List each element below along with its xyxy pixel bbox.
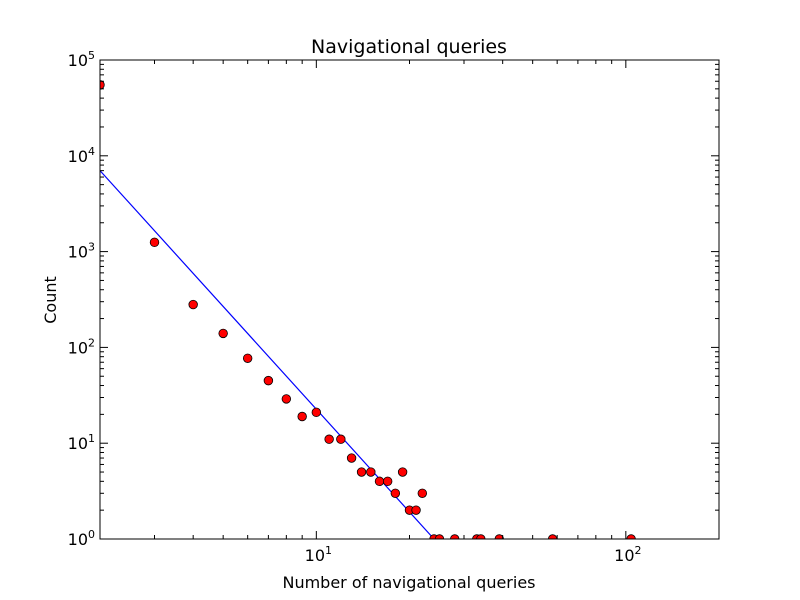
data-point bbox=[390, 488, 401, 498]
data-point bbox=[434, 534, 445, 539]
axis-ticks: 101 102 100 101 102 103 104 105 bbox=[68, 49, 720, 565]
x-tick-label: 101 bbox=[305, 544, 332, 565]
x-axis-label: Number of navigational queries bbox=[282, 573, 535, 592]
data-point bbox=[374, 476, 385, 487]
data-point bbox=[100, 80, 105, 90]
data-point bbox=[476, 534, 486, 539]
x-tick-label: 102 bbox=[614, 544, 641, 565]
y-tick-label: 103 bbox=[68, 241, 95, 262]
data-point bbox=[366, 467, 376, 477]
data-point bbox=[263, 375, 274, 386]
data-point bbox=[397, 467, 408, 477]
data-point bbox=[324, 434, 334, 444]
data-point bbox=[297, 411, 307, 422]
data-point bbox=[450, 534, 460, 539]
data-point bbox=[494, 534, 504, 539]
data-point bbox=[417, 488, 428, 498]
data-point bbox=[218, 328, 228, 339]
y-tick-label: 101 bbox=[68, 432, 95, 453]
data-point bbox=[242, 353, 253, 363]
data-point bbox=[411, 505, 421, 515]
data-point bbox=[346, 453, 357, 463]
data-point bbox=[336, 434, 346, 444]
data-point bbox=[188, 299, 198, 310]
y-tick-label: 100 bbox=[68, 528, 95, 549]
chart-title: Navigational queries bbox=[311, 36, 507, 58]
data-point bbox=[626, 534, 636, 539]
data-point bbox=[149, 237, 160, 248]
data-point bbox=[281, 394, 292, 404]
data-point bbox=[311, 407, 322, 418]
y-tick-label: 104 bbox=[68, 145, 95, 166]
data-point bbox=[382, 476, 393, 487]
data-point bbox=[547, 534, 558, 539]
data-point bbox=[356, 467, 367, 477]
y-axis-label: Count bbox=[41, 276, 60, 324]
plot-area bbox=[100, 80, 636, 539]
y-tick-label: 102 bbox=[68, 336, 95, 357]
y-tick-label: 105 bbox=[68, 49, 95, 70]
